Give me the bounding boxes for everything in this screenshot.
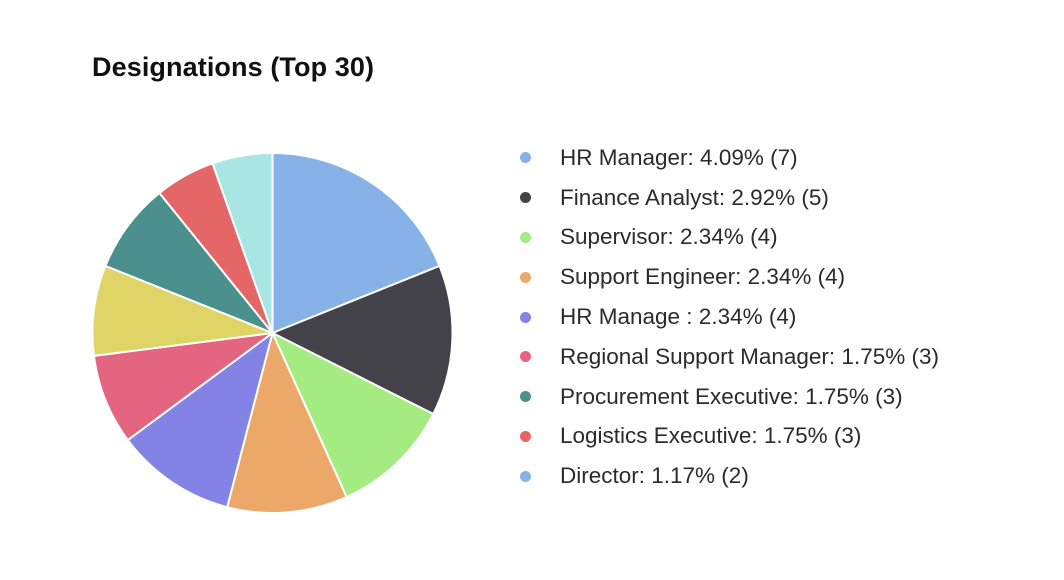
legend-label: Supervisor: 2.34% (4) [560,224,778,250]
pie-chart-svg [91,152,454,514]
chart-legend: HR Manager: 4.09% (7) Finance Analyst: 2.… [518,138,939,496]
pie-slice-1[interactable] [271,264,454,416]
legend-item[interactable]: Director: 1.17% (2) [518,456,939,496]
legend-label: HR Manage : 2.34% (4) [560,304,797,330]
legend-item[interactable]: Procurement Executive: 1.75% (3) [518,377,939,417]
pie-slice-3[interactable] [226,332,348,514]
legend-label: Director: 1.17% (2) [560,463,749,489]
pie-slice-6[interactable] [91,264,274,357]
legend-item[interactable]: Finance Analyst: 2.92% (5) [518,178,939,218]
legend-item[interactable]: Supervisor: 2.34% (4) [518,218,939,258]
legend-dot-icon [520,231,531,243]
legend-dot-icon [520,192,531,204]
legend-label: Procurement Executive: 1.75% (3) [560,383,903,409]
pie-slice-7[interactable] [104,191,274,334]
legend-dot-icon [520,311,531,323]
legend-dot-icon [520,351,531,363]
legend-label: Logistics Executive: 1.75% (3) [560,423,862,449]
pie-slice-2[interactable] [271,332,435,499]
legend-item[interactable]: HR Manage : 2.34% (4) [518,297,939,337]
pie-slice-4[interactable] [126,332,274,509]
legend-dot-icon [520,271,531,283]
pie-slice-0[interactable] [271,152,441,334]
chart-title: Designations (Top 30) [92,52,375,82]
legend-item[interactable]: Logistics Executive: 1.75% (3) [518,417,939,457]
legend-label: Finance Analyst: 2.92% (5) [560,184,829,210]
legend-dot-icon [520,430,531,442]
legend-item[interactable]: Regional Support Manager: 1.75% (3) [518,337,939,377]
legend-item[interactable]: Support Engineer: 2.34% (4) [518,257,939,297]
legend-dot-icon [520,152,531,164]
legend-dot-icon [520,391,531,403]
legend-item[interactable]: HR Manager: 4.09% (7) [518,138,939,178]
legend-dot-icon [520,470,531,482]
legend-label: Regional Support Manager: 1.75% (3) [560,343,939,369]
legend-label: HR Manager: 4.09% (7) [560,144,798,170]
pie-slice-9[interactable] [211,152,274,334]
legend-label: Support Engineer: 2.34% (4) [560,264,846,290]
pie-chart [80,143,465,528]
pie-slice-5[interactable] [92,332,274,442]
